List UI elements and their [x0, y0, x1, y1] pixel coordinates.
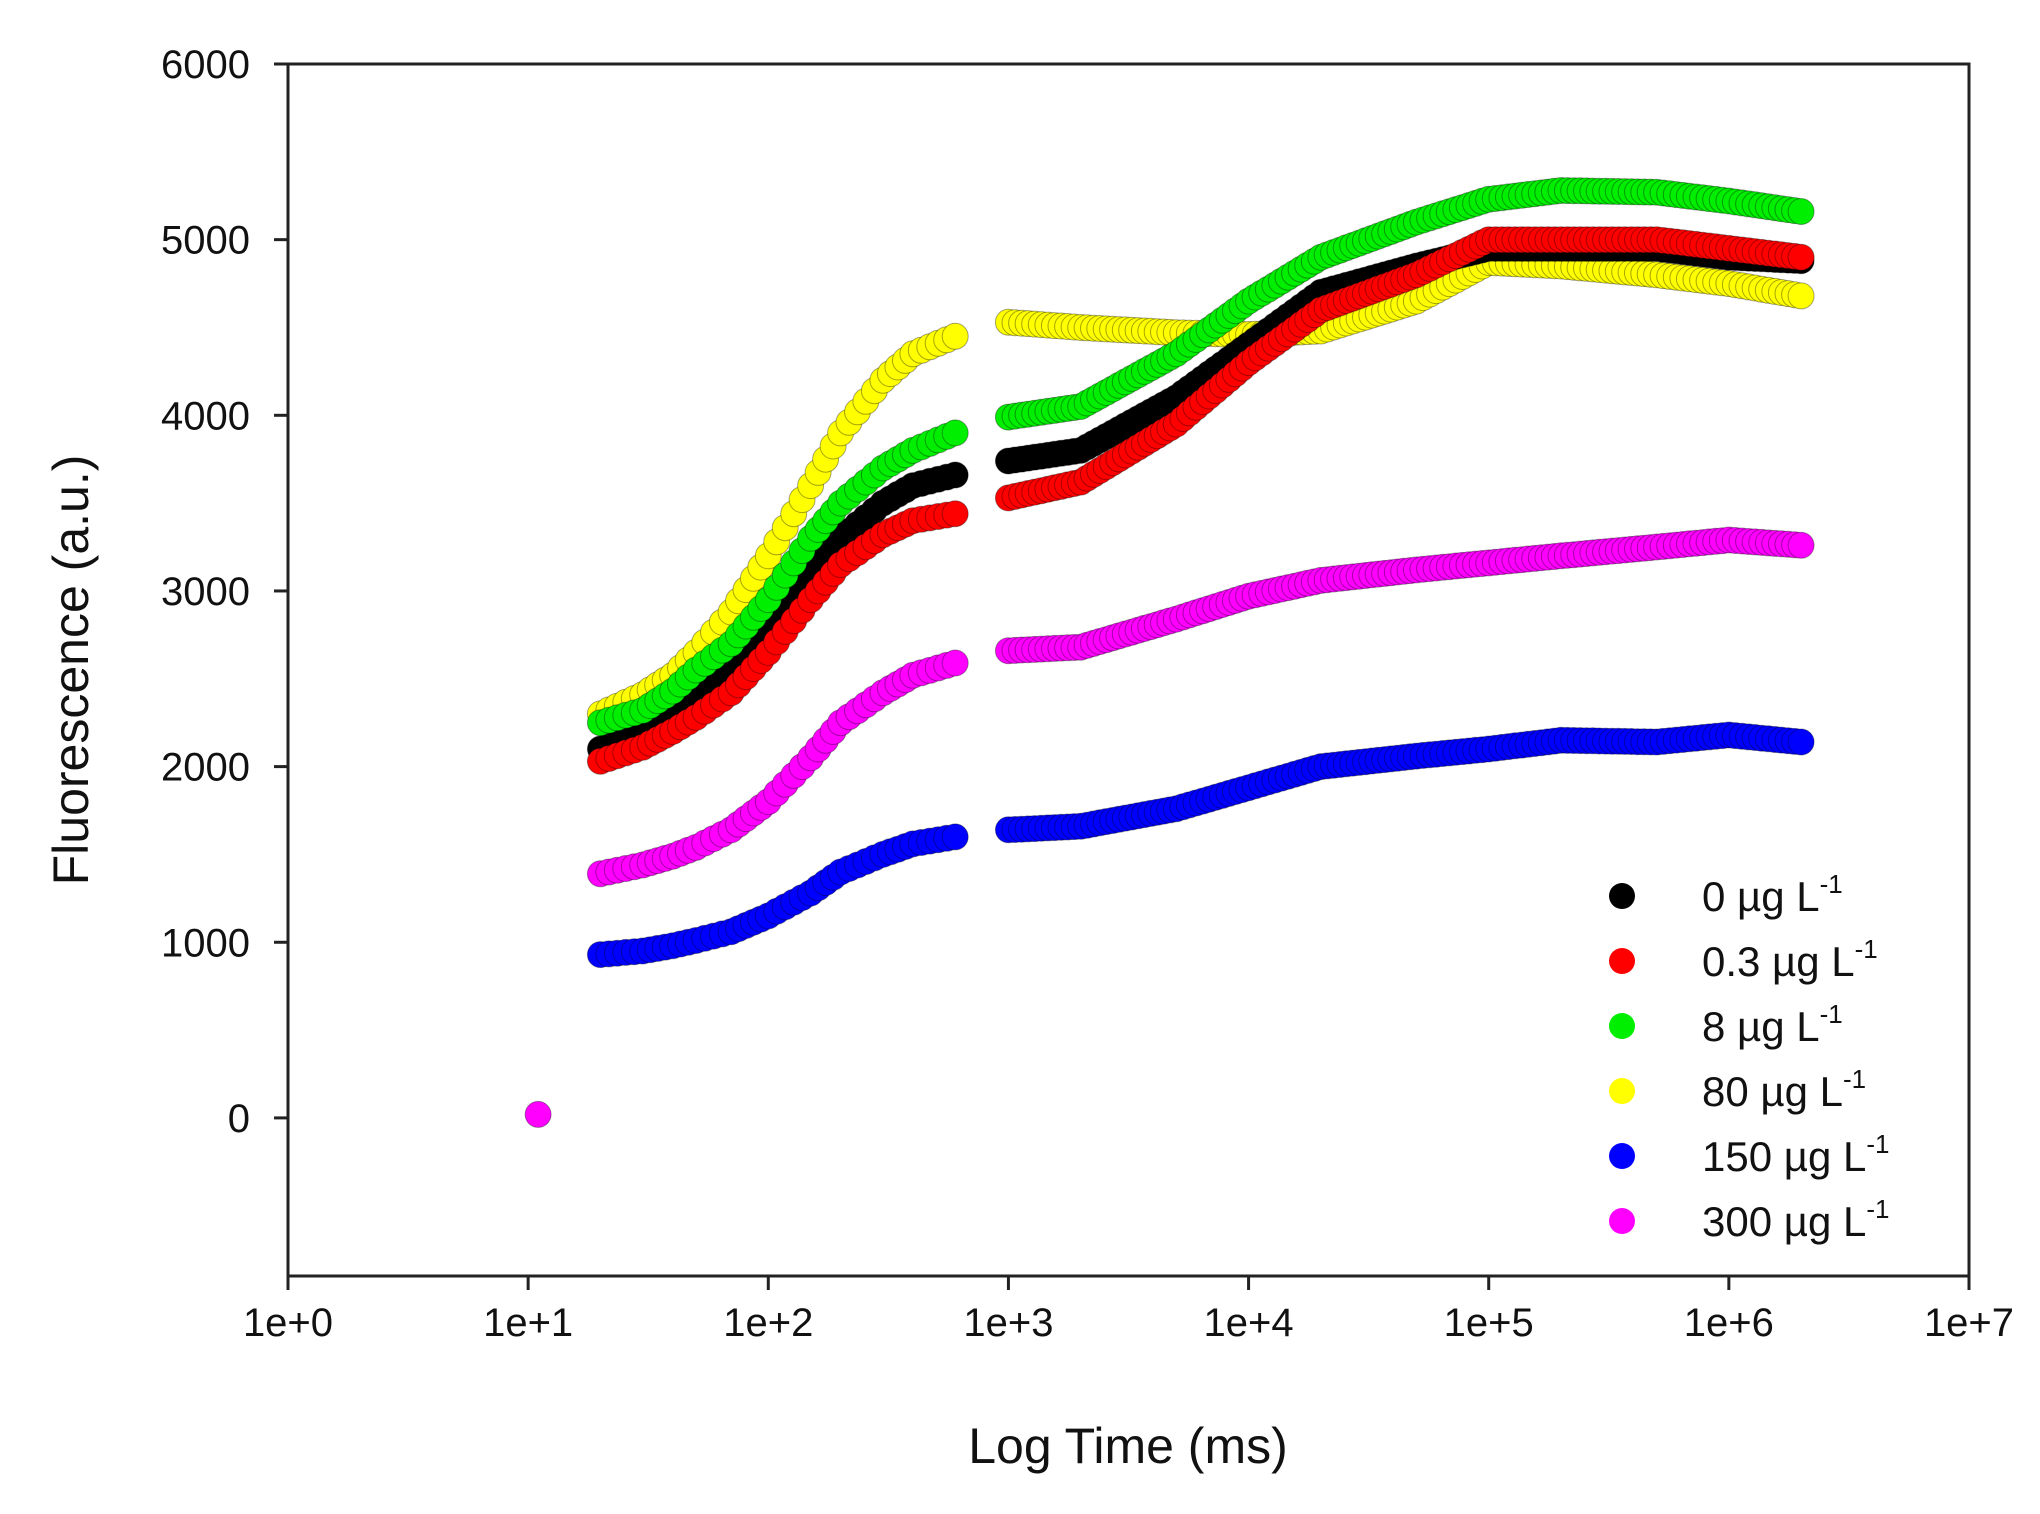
- legend-label: 0.3 µg L-1: [1702, 934, 1878, 985]
- data-point: [941, 500, 969, 528]
- legend-label-text: 300 µg L: [1702, 1198, 1866, 1245]
- legend-label-superscript: -1: [1820, 999, 1843, 1029]
- legend-marker: [1609, 1078, 1635, 1104]
- data-point: [1787, 282, 1815, 310]
- data-marks: [524, 177, 1815, 1128]
- x-tick-label: 1e+7: [1924, 1301, 2014, 1345]
- legend-label-text: 8 µg L: [1702, 1003, 1820, 1050]
- legend-label-superscript: -1: [1843, 1064, 1866, 1094]
- plot-frame: [286, 62, 1971, 1278]
- legend-label-superscript: -1: [1866, 1194, 1889, 1224]
- y-tick-label: 0: [228, 1097, 250, 1141]
- data-point: [1787, 243, 1815, 271]
- y-tick-label: 2000: [161, 746, 250, 790]
- x-axis-title: Log Time (ms): [968, 1418, 1288, 1474]
- x-axis: 1e+0 1e+1 1e+2 1e+3 1e+4 1e+5 1e+6 1e+7: [243, 1276, 2014, 1345]
- legend-label-text: 80 µg L: [1702, 1068, 1843, 1115]
- legend-label: 0 µg L-1: [1702, 869, 1843, 920]
- x-tick-label: 1e+3: [963, 1301, 1053, 1345]
- legend-label: 8 µg L-1: [1702, 999, 1843, 1050]
- x-tick-label: 1e+1: [483, 1301, 573, 1345]
- y-axis-title: Fluorescence (a.u.): [43, 455, 99, 886]
- x-tick-label: 1e+4: [1204, 1301, 1294, 1345]
- data-point: [1787, 531, 1815, 559]
- y-axis: 0 1000 2000 3000 4000 5000 6000: [161, 43, 288, 1141]
- x-tick-label: 1e+2: [723, 1301, 813, 1345]
- y-tick-label: 4000: [161, 394, 250, 438]
- legend-label: 300 µg L-1: [1702, 1194, 1889, 1245]
- x-tick-label: 1e+0: [243, 1301, 333, 1345]
- legend-label: 80 µg L-1: [1702, 1064, 1866, 1115]
- data-point: [941, 461, 969, 489]
- y-tick-label: 5000: [161, 219, 250, 263]
- legend-marker: [1609, 1143, 1635, 1169]
- legend-label-superscript: -1: [1866, 1129, 1889, 1159]
- data-point: [941, 823, 969, 851]
- series-5: [524, 526, 1815, 1128]
- x-tick-label: 1e+6: [1684, 1301, 1774, 1345]
- series-2: [586, 177, 1815, 737]
- data-point: [524, 1100, 552, 1128]
- legend-marker: [1609, 883, 1635, 909]
- data-point: [941, 649, 969, 677]
- data-point: [1787, 198, 1815, 225]
- y-tick-label: 1000: [161, 921, 250, 965]
- legend-marker: [1609, 1208, 1635, 1234]
- data-point: [941, 419, 969, 447]
- x-tick-label: 1e+5: [1444, 1301, 1534, 1345]
- legend-label-text: 0 µg L: [1702, 873, 1820, 920]
- data-point: [1787, 728, 1815, 756]
- legend-label-superscript: -1: [1855, 934, 1878, 964]
- y-tick-label: 6000: [161, 43, 250, 87]
- legend-label: 150 µg L-1: [1702, 1129, 1889, 1180]
- legend-label-text: 150 µg L: [1702, 1133, 1866, 1180]
- legend-label-superscript: -1: [1820, 869, 1843, 899]
- series-4: [586, 721, 1815, 969]
- legend-marker: [1609, 1013, 1635, 1039]
- y-tick-label: 3000: [161, 570, 250, 614]
- series-1: [586, 226, 1815, 775]
- legend-label-text: 0.3 µg L: [1702, 938, 1855, 985]
- legend-marker: [1609, 948, 1635, 974]
- data-point: [941, 322, 969, 350]
